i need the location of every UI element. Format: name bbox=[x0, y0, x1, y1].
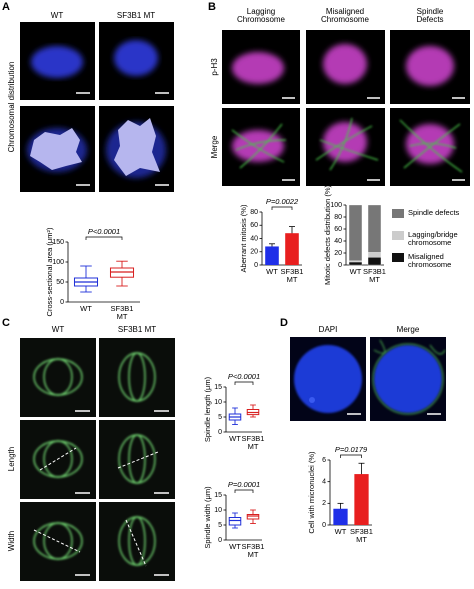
significance-bracket bbox=[271, 206, 293, 210]
column-label: WT bbox=[51, 325, 65, 334]
bar-segment bbox=[348, 260, 363, 263]
x-tick-label: WT bbox=[229, 434, 241, 443]
bar bbox=[354, 474, 369, 525]
significance-bracket bbox=[234, 381, 254, 385]
row-label: Length bbox=[6, 446, 16, 472]
legend-swatch bbox=[392, 253, 404, 262]
p-value: P=0.0001 bbox=[228, 480, 260, 489]
bar-segment bbox=[367, 257, 382, 266]
bar bbox=[333, 508, 348, 525]
micrographs-d bbox=[290, 337, 446, 421]
x-tick-label: SF3B1 MT bbox=[280, 267, 304, 284]
x-tick-label: SF3B1 MT bbox=[241, 434, 265, 451]
y-tick-label: 5 bbox=[218, 414, 222, 421]
y-tick-label: 10 bbox=[214, 507, 222, 514]
y-tick-label: 80 bbox=[334, 214, 342, 221]
x-tick-label: WT bbox=[349, 267, 362, 276]
p-value: P<0.0001 bbox=[228, 372, 260, 381]
column-label: WT bbox=[50, 11, 64, 20]
x-tick-label: WT bbox=[334, 527, 347, 536]
x-tick-label: SF3B1 MT bbox=[241, 542, 265, 559]
y-tick-label: 20 bbox=[334, 250, 342, 257]
legend-label: Misaligned chromosome bbox=[408, 252, 452, 269]
y-tick-label: 6 bbox=[322, 457, 326, 464]
column-label: Misaligned Chromosome bbox=[320, 7, 369, 25]
y-tick-label: 100 bbox=[52, 259, 64, 266]
x-tick-label: WT bbox=[266, 267, 278, 276]
x-tick-label: SF3B1 MT bbox=[363, 267, 386, 284]
y-tick-label: 0 bbox=[338, 262, 342, 269]
y-axis-label: Mitotic defects distribution (%) bbox=[323, 184, 332, 285]
y-axis-label: Aberrant mitosis (%) bbox=[239, 204, 248, 272]
x-tick-label: SF3B1 MT bbox=[110, 304, 134, 321]
y-tick-label: 150 bbox=[52, 239, 64, 246]
panel-label: D bbox=[280, 317, 288, 329]
row-label: Chromosomal distribution bbox=[6, 61, 16, 153]
panel-label: A bbox=[2, 1, 10, 13]
y-axis-label: Spindle length (μm) bbox=[203, 376, 212, 442]
y-tick-label: 60 bbox=[334, 226, 342, 233]
significance-bracket bbox=[234, 489, 254, 493]
y-tick-label: 2 bbox=[322, 500, 326, 507]
y-tick-label: 15 bbox=[214, 492, 222, 499]
y-tick-label: 100 bbox=[330, 202, 342, 209]
column-label: Merge bbox=[396, 325, 420, 334]
x-tick-label: SF3B1 MT bbox=[350, 527, 373, 544]
box bbox=[228, 517, 242, 526]
micrographs-b bbox=[222, 30, 470, 186]
y-tick-label: 0 bbox=[218, 429, 222, 436]
bar-segment bbox=[348, 204, 363, 261]
y-axis-label: Cell with micronuclei (%) bbox=[307, 451, 316, 534]
y-tick-label: 0 bbox=[322, 522, 326, 529]
legend-swatch bbox=[392, 231, 404, 240]
y-tick-label: 40 bbox=[334, 238, 342, 245]
significance-bracket bbox=[85, 236, 123, 240]
p-value: P=0.0179 bbox=[335, 445, 368, 454]
row-label: Width bbox=[6, 530, 16, 552]
bar-segment bbox=[348, 261, 363, 266]
y-tick-label: 0 bbox=[254, 262, 258, 269]
micrographs-c bbox=[20, 338, 175, 581]
row-label: p-H3 bbox=[209, 58, 219, 76]
y-tick-label: 5 bbox=[218, 522, 222, 529]
column-label: Lagging Chromosome bbox=[236, 7, 285, 25]
micrographs-a bbox=[20, 22, 174, 192]
p-value: P=0.0022 bbox=[266, 197, 299, 206]
bar-segment bbox=[367, 204, 382, 253]
significance-bracket bbox=[340, 454, 362, 458]
y-tick-label: 80 bbox=[250, 209, 258, 216]
panel-label: C bbox=[2, 317, 10, 329]
y-tick-label: 50 bbox=[56, 279, 64, 286]
y-tick-label: 10 bbox=[214, 399, 222, 406]
y-axis-label: Cross-sectional area (μm²) bbox=[45, 227, 54, 316]
y-tick-label: 4 bbox=[322, 479, 326, 486]
y-tick-label: 0 bbox=[218, 537, 222, 544]
x-tick-label: WT bbox=[229, 542, 241, 551]
y-tick-label: 0 bbox=[60, 299, 64, 306]
p-value: P<0.0001 bbox=[88, 227, 120, 236]
bar bbox=[265, 246, 279, 265]
legend-label: Spindle defects bbox=[408, 208, 460, 217]
x-tick-label: WT bbox=[80, 304, 92, 313]
column-label: SF3B1 MT bbox=[116, 11, 156, 20]
panel-label: B bbox=[208, 1, 216, 13]
y-tick-label: 20 bbox=[250, 249, 258, 256]
y-tick-label: 15 bbox=[214, 384, 222, 391]
box bbox=[246, 514, 260, 520]
legend-label: Lagging/bridge chromosome bbox=[408, 230, 458, 247]
legend-swatch bbox=[392, 209, 404, 218]
y-axis-label: Spindle width (μm) bbox=[203, 486, 212, 549]
bar bbox=[285, 233, 299, 265]
column-label: SF3B1 MT bbox=[117, 325, 157, 334]
row-label: Merge bbox=[209, 135, 219, 159]
column-label: Spindle Defects bbox=[416, 7, 444, 25]
y-tick-label: 40 bbox=[250, 235, 258, 242]
y-tick-label: 60 bbox=[250, 222, 258, 229]
column-label: DAPI bbox=[318, 325, 338, 334]
bar-segment bbox=[367, 252, 382, 258]
